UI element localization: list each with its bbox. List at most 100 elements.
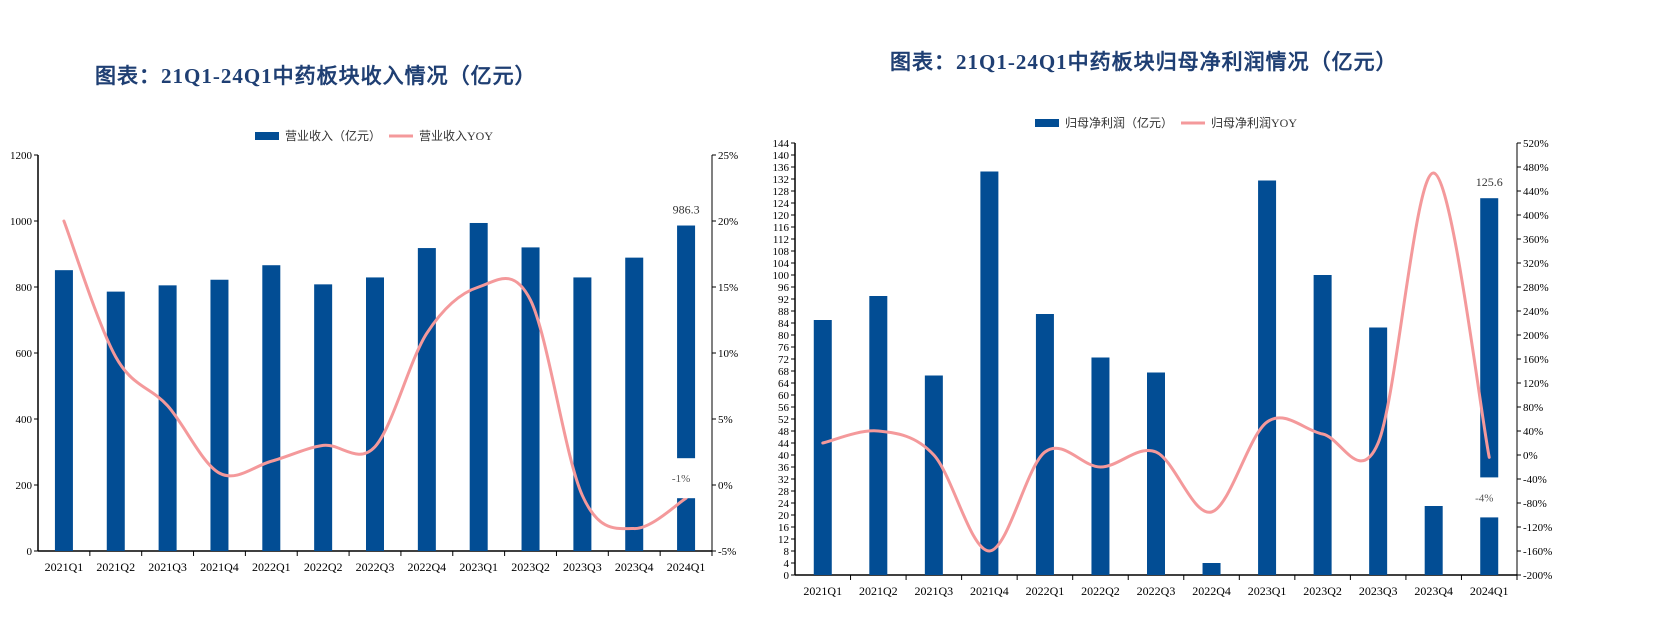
left-axis-tick-label: 1000 xyxy=(10,216,33,228)
right-axis-tick-label: 280% xyxy=(1523,282,1549,294)
legend-label-bar: 归母净利润（亿元） xyxy=(1065,115,1173,130)
x-axis-tick-label: 2023Q1 xyxy=(1248,584,1287,598)
bar-2022Q2 xyxy=(314,284,333,551)
legend-label-bar: 营业收入（亿元） xyxy=(285,128,381,143)
right-axis-tick-label: -5% xyxy=(718,546,736,558)
left-axis-tick-label: 128 xyxy=(773,186,790,198)
left-axis-tick-label: 24 xyxy=(778,498,790,510)
x-axis-tick-label: 2022Q1 xyxy=(252,560,291,574)
legend-bar-swatch xyxy=(255,132,279,140)
left-axis-tick-label: 0 xyxy=(784,570,790,582)
bar-2023Q2 xyxy=(521,247,540,551)
right-axis-tick-label: 120% xyxy=(1523,378,1549,390)
left-axis-tick-label: 84 xyxy=(778,318,790,330)
x-axis-tick-label: 2021Q2 xyxy=(96,560,135,574)
x-axis-tick-label: 2022Q2 xyxy=(1081,584,1120,598)
x-axis-tick-label: 2023Q1 xyxy=(459,560,498,574)
x-axis-tick-label: 2023Q2 xyxy=(511,560,550,574)
x-axis-tick-label: 2023Q3 xyxy=(1359,584,1398,598)
left-axis-tick-label: 800 xyxy=(16,282,33,294)
bar-2023Q4 xyxy=(625,257,644,551)
left-axis-tick-label: 400 xyxy=(16,414,33,426)
left-axis-tick-label: 124 xyxy=(773,198,790,210)
left-axis-tick-label: 116 xyxy=(773,222,790,234)
bar-2022Q4 xyxy=(1202,563,1221,575)
yoy-line xyxy=(62,219,688,531)
left-axis-tick-label: 40 xyxy=(778,450,790,462)
left-axis-tick-label: 100 xyxy=(773,270,790,282)
line-data-label-box xyxy=(1459,477,1510,518)
right-axis-tick-label: 0% xyxy=(1523,450,1538,462)
legend-label-line: 营业收入YOY xyxy=(419,129,493,143)
left-axis-tick-label: 60 xyxy=(778,390,790,402)
right-axis-tick-label: 5% xyxy=(718,414,733,426)
bar-2024Q1 xyxy=(1480,198,1499,575)
right-axis-tick-label: -120% xyxy=(1523,522,1552,534)
bar-2021Q1 xyxy=(813,320,832,575)
bar-data-label: 986.3 xyxy=(673,203,700,217)
left-axis-tick-label: 36 xyxy=(778,462,790,474)
right-axis-tick-label: 20% xyxy=(718,216,738,228)
left-axis-tick-label: 32 xyxy=(778,474,789,486)
right-axis-tick-label: 200% xyxy=(1523,330,1549,342)
legend-bar-swatch xyxy=(1035,119,1059,127)
left-axis-tick-label: 92 xyxy=(778,294,789,306)
left-axis-tick-label: 108 xyxy=(773,246,790,258)
bar-2021Q4 xyxy=(210,279,229,551)
left-axis-tick-label: 0 xyxy=(27,546,33,558)
right-axis-tick-label: 440% xyxy=(1523,186,1549,198)
right-axis-tick-label: 80% xyxy=(1523,402,1543,414)
bar-2023Q4 xyxy=(1424,506,1443,575)
x-axis-tick-label: 2023Q3 xyxy=(563,560,602,574)
right-axis-tick-label: -160% xyxy=(1523,546,1552,558)
yoy-line xyxy=(821,171,1491,553)
left-axis-tick-label: 44 xyxy=(778,438,790,450)
left-axis-tick-label: 20 xyxy=(778,510,790,522)
x-axis-tick-label: 2023Q4 xyxy=(615,560,654,574)
x-axis-tick-label: 2021Q3 xyxy=(148,560,187,574)
bar-2022Q1 xyxy=(1035,314,1054,575)
x-axis-tick-label: 2024Q1 xyxy=(1470,584,1509,598)
chart-title-revenue: 图表：21Q1-24Q1中药板块收入情况（亿元） xyxy=(95,64,537,88)
right-axis-tick-label: -80% xyxy=(1523,498,1547,510)
bar-2021Q2 xyxy=(869,296,888,575)
bar-2023Q3 xyxy=(1369,327,1388,575)
right-axis-tick-label: 480% xyxy=(1523,162,1549,174)
x-axis-tick-label: 2021Q4 xyxy=(970,584,1009,598)
bar-2023Q1 xyxy=(1258,180,1277,575)
x-axis-tick-label: 2021Q1 xyxy=(803,584,842,598)
x-axis-tick-label: 2022Q3 xyxy=(356,560,395,574)
x-axis-tick-label: 2023Q2 xyxy=(1303,584,1342,598)
right-axis-tick-label: 360% xyxy=(1523,234,1549,246)
line-data-label: -4% xyxy=(1475,492,1493,504)
x-axis-tick-label: 2022Q2 xyxy=(304,560,343,574)
x-axis-tick-label: 2022Q1 xyxy=(1026,584,1065,598)
bar-2021Q4 xyxy=(980,171,999,575)
left-axis-tick-label: 600 xyxy=(16,348,33,360)
bar-2023Q1 xyxy=(469,222,488,552)
bar-2022Q4 xyxy=(417,248,436,551)
right-axis-tick-label: 160% xyxy=(1523,354,1549,366)
chart-title-net-profit: 图表：21Q1-24Q1中药板块归母净利润情况（亿元） xyxy=(890,50,1398,74)
left-axis-tick-label: 68 xyxy=(778,366,790,378)
left-axis-tick-label: 104 xyxy=(773,258,790,270)
left-axis-tick-label: 200 xyxy=(16,480,33,492)
right-axis-tick-label: 520% xyxy=(1523,138,1549,150)
x-axis-tick-label: 2021Q1 xyxy=(45,560,84,574)
bar-2021Q1 xyxy=(54,270,73,551)
right-axis-tick-label: 400% xyxy=(1523,210,1549,222)
left-axis-tick-label: 8 xyxy=(784,546,790,558)
right-axis-tick-label: 40% xyxy=(1523,426,1543,438)
bar-2021Q2 xyxy=(106,291,125,551)
x-axis-tick-label: 2023Q4 xyxy=(1414,584,1453,598)
left-axis-tick-label: 96 xyxy=(778,282,790,294)
right-axis-tick-label: -40% xyxy=(1523,474,1547,486)
line-data-label-box xyxy=(656,458,707,499)
right-axis-tick-label: -200% xyxy=(1523,570,1552,582)
left-axis-tick-label: 1200 xyxy=(10,150,33,162)
left-axis-tick-label: 16 xyxy=(778,522,790,534)
left-axis-tick-label: 80 xyxy=(778,330,790,342)
left-axis-tick-label: 4 xyxy=(784,558,790,570)
right-axis-tick-label: 0% xyxy=(718,480,733,492)
